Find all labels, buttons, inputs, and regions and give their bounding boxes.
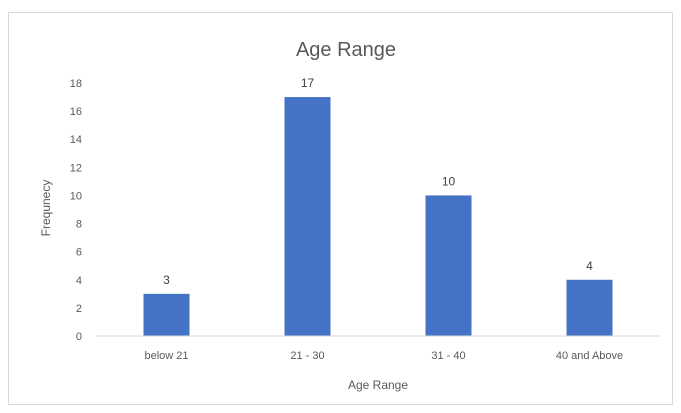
y-tick-label: 16 xyxy=(70,106,82,118)
bar xyxy=(425,195,472,336)
x-tick-label: 21 - 30 xyxy=(290,350,324,362)
y-tick-label: 2 xyxy=(76,303,82,315)
y-tick-label: 12 xyxy=(70,162,82,174)
x-axis-tick-labels: below 21 21 - 30 31 - 40 40 and Above xyxy=(144,350,623,362)
y-tick-label: 18 xyxy=(70,78,82,90)
x-tick-label: 31 - 40 xyxy=(431,350,465,362)
y-tick-label: 4 xyxy=(76,275,82,287)
y-tick-label: 10 xyxy=(70,190,82,202)
x-axis-title: Age Range xyxy=(348,378,408,392)
bars xyxy=(143,97,613,336)
bar xyxy=(566,279,613,336)
y-axis-tick-labels: 0 2 4 6 8 10 12 14 16 18 xyxy=(70,78,82,343)
y-tick-label: 14 xyxy=(70,134,82,146)
bar-data-label: 4 xyxy=(586,259,593,273)
y-tick-label: 0 xyxy=(76,331,82,343)
bar-data-label: 17 xyxy=(301,76,315,90)
bar-data-label: 10 xyxy=(442,174,456,188)
x-tick-label: below 21 xyxy=(144,350,188,362)
y-tick-label: 6 xyxy=(76,247,82,259)
data-labels: 3 17 10 4 xyxy=(163,76,593,287)
bar xyxy=(143,293,190,336)
y-axis-title: Frequnecy xyxy=(39,180,53,237)
y-tick-label: 8 xyxy=(76,219,82,231)
chart-frame xyxy=(8,12,673,405)
bar xyxy=(284,97,331,336)
bar-data-label: 3 xyxy=(163,273,170,287)
x-tick-label: 40 and Above xyxy=(556,350,623,362)
chart-title: Age Range xyxy=(296,39,396,61)
